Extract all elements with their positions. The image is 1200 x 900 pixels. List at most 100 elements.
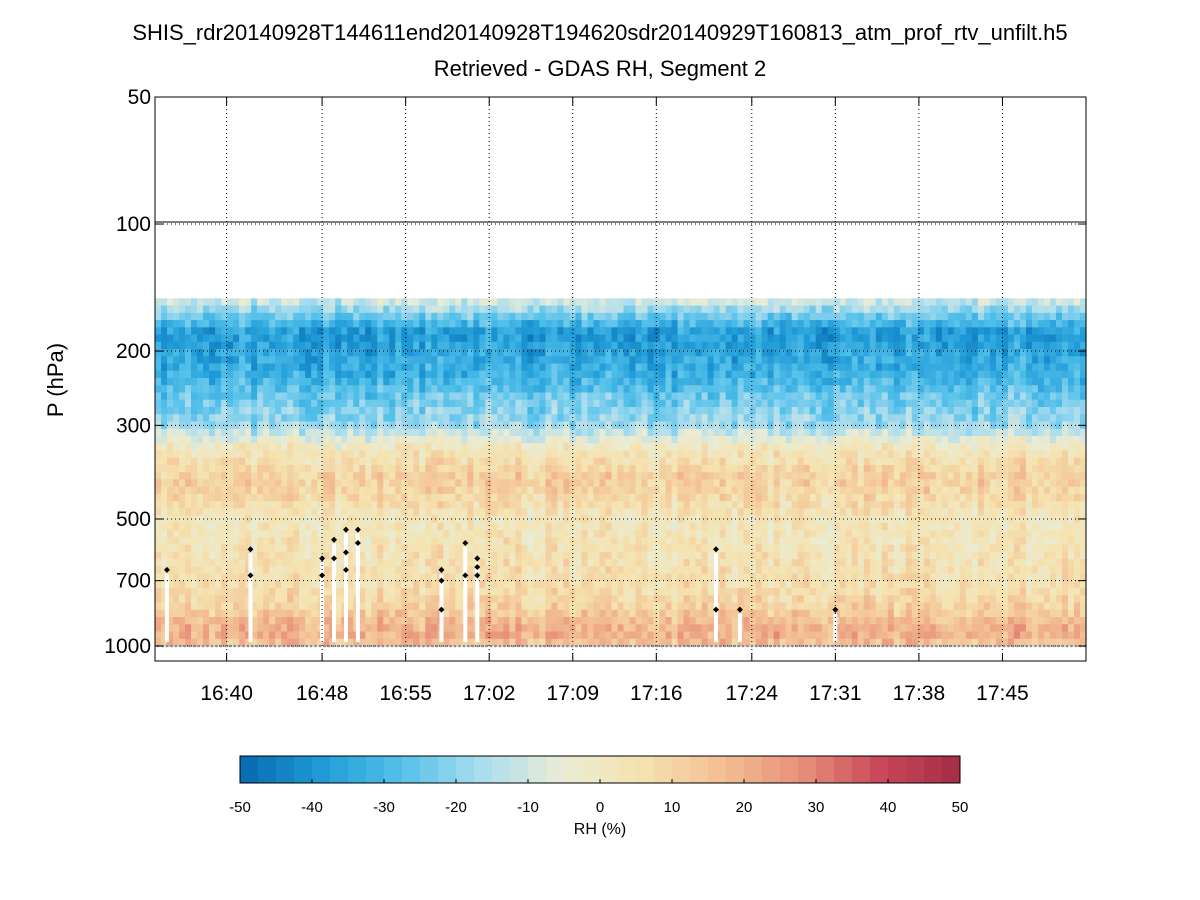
heatmap-cell [653,559,661,567]
heatmap-cell [167,428,174,437]
heatmap-cell [401,349,408,357]
heatmap-cell [665,356,673,365]
heatmap-cell [233,356,240,365]
heatmap-cell [257,472,264,481]
heatmap-cell [239,508,246,517]
heatmap-cell [341,356,348,365]
heatmap-cell [263,414,270,423]
heatmap-cell [527,298,535,307]
heatmap-cell [635,298,643,307]
heatmap-cell [773,464,781,473]
heatmap-cell [323,501,330,509]
heatmap-cell [503,305,510,314]
heatmap-cell [599,479,607,488]
heatmap-cell [527,327,535,336]
heatmap-cell [581,573,589,582]
heatmap-cell [425,320,432,328]
heatmap-cell [497,370,504,379]
heatmap-cell [497,443,504,452]
heatmap-cell [659,493,667,502]
heatmap-cell [233,457,240,466]
heatmap-cell [443,320,450,328]
heatmap-cell [515,609,522,618]
heatmap-cell [599,457,607,466]
heatmap-cell [599,406,607,415]
heatmap-cell [293,356,300,365]
heatmap-cell [341,638,348,647]
heatmap-cell [401,486,408,495]
heatmap-cell [371,472,378,481]
heatmap-cell [605,363,613,372]
heatmap-cell [491,320,498,328]
heatmap-cell [335,638,342,647]
heatmap-cell [179,588,186,596]
heatmap-cell [401,624,408,633]
heatmap-cell [197,472,204,481]
heatmap-cell [527,464,535,473]
heatmap-cell [611,457,619,466]
heatmap-cell [767,566,775,575]
heatmap-cell [665,414,673,423]
heatmap-cell [665,327,673,336]
heatmap-cell [503,595,510,604]
heatmap-cell [197,602,204,611]
heatmap-cell [545,479,553,488]
heatmap-cell [629,595,637,604]
heatmap-cell [659,312,667,321]
heatmap-cell [725,392,733,401]
heatmap-cell [635,522,643,531]
heatmap-cell [221,559,228,567]
heatmap-cell [623,392,631,401]
heatmap-cell [581,588,589,596]
heatmap-cell [641,508,649,517]
heatmap-cell [167,370,174,379]
heatmap-cell [593,414,601,423]
heatmap-cell [635,399,643,408]
heatmap-cell [755,356,763,365]
heatmap-cell [197,551,204,560]
heatmap-cell [359,320,366,328]
heatmap-cell [707,573,715,582]
heatmap-cell [737,486,745,495]
heatmap-cell [161,515,168,524]
heatmap-cell [257,298,264,307]
heatmap-cell [623,522,631,531]
heatmap-cell [251,356,258,365]
heatmap-cell [209,624,216,633]
heatmap-cell [155,370,162,379]
heatmap-cell [545,327,553,336]
heatmap-cell [473,392,480,401]
heatmap-cell [335,443,342,452]
heatmap-cell [335,573,342,582]
heatmap-cell [203,428,210,437]
heatmap-cell [629,493,637,502]
heatmap-cell [293,588,300,596]
heatmap-cell [281,327,288,336]
heatmap-cell [167,327,174,336]
heatmap-cell [251,320,258,328]
heatmap-cell [293,537,300,546]
heatmap-cell [239,638,246,647]
heatmap-cell [227,356,234,365]
heatmap-cell [677,631,685,640]
heatmap-cell [479,450,486,459]
heatmap-cell [281,334,288,343]
heatmap-cell [659,551,667,560]
heatmap-cell [431,486,438,495]
heatmap-cell [341,312,348,321]
heatmap-cell [617,421,625,430]
heatmap-cell [215,617,222,625]
heatmap-cell [191,435,198,444]
heatmap-cell [701,414,709,423]
heatmap-cell [749,617,757,625]
heatmap-cell [365,435,372,444]
heatmap-cell [707,320,715,328]
heatmap-cell [371,515,378,524]
heatmap-cell [557,341,565,350]
heatmap-cell [365,443,372,452]
heatmap-cell [233,530,240,538]
heatmap-cell [155,305,162,314]
heatmap-cell [773,522,781,531]
heatmap-cell [743,464,751,473]
